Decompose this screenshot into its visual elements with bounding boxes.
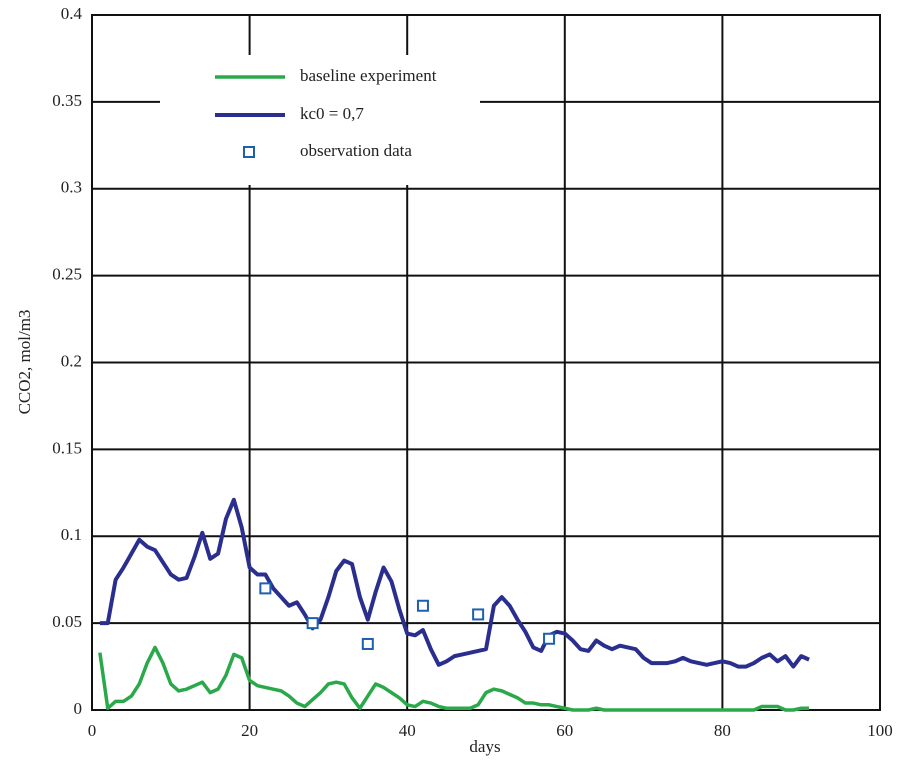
y-tick-label: 0.1 — [61, 525, 82, 544]
x-tick-label: 60 — [556, 721, 573, 740]
x-tick-label: 40 — [399, 721, 416, 740]
legend-label: baseline experiment — [300, 66, 437, 85]
observation-point — [259, 582, 272, 595]
legend-label: kc0 = 0,7 — [300, 104, 364, 123]
y-tick-label: 0.25 — [52, 265, 82, 284]
legend-marker — [243, 146, 255, 158]
series-line — [98, 645, 810, 712]
x-axis-label: days — [469, 737, 500, 756]
y-tick-label: 0.4 — [61, 4, 83, 23]
y-tick-label: 0.05 — [52, 612, 82, 631]
y-tick-label: 0.3 — [61, 178, 82, 197]
legend-box — [160, 55, 480, 185]
x-tick-label: 80 — [714, 721, 731, 740]
x-tick-label: 100 — [867, 721, 893, 740]
y-axis-label: CCO2, mol/m3 — [15, 310, 34, 415]
observation-point — [543, 632, 556, 645]
y-tick-label: 0.2 — [61, 351, 82, 370]
series-line — [99, 497, 810, 669]
plot-frame — [91, 14, 881, 711]
legend-label: observation data — [300, 141, 412, 160]
y-tick-label: 0.35 — [52, 91, 82, 110]
x-tick-label: 0 — [88, 721, 97, 740]
observation-point — [306, 617, 319, 630]
observation-point — [361, 637, 374, 650]
y-tick-label: 0 — [74, 699, 83, 718]
x-tick-label: 20 — [241, 721, 258, 740]
observation-point — [416, 599, 429, 612]
observation-point — [472, 608, 485, 621]
y-tick-label: 0.15 — [52, 438, 82, 457]
